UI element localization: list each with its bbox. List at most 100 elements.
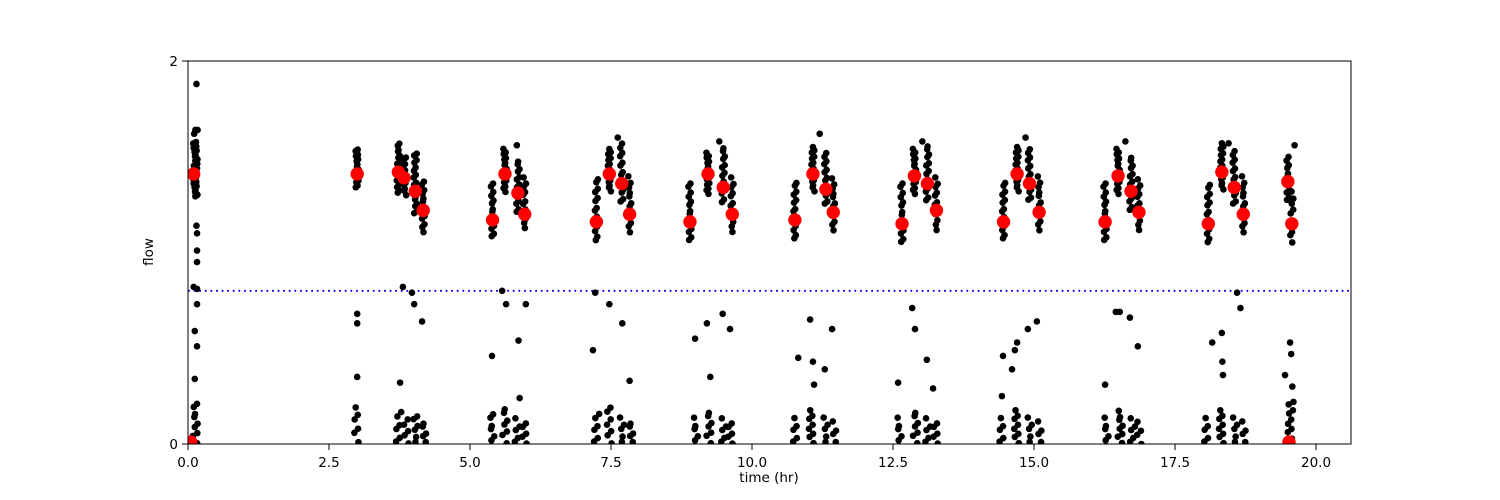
data-point — [1136, 182, 1144, 189]
data-point — [1219, 358, 1226, 365]
data-point — [489, 180, 497, 187]
mean-point — [716, 180, 730, 195]
data-point — [828, 325, 836, 333]
data-point — [933, 430, 941, 437]
data-point — [706, 373, 714, 381]
data-point — [193, 222, 200, 229]
data-point — [1102, 422, 1110, 430]
mean-point — [602, 167, 617, 181]
data-point — [489, 411, 497, 418]
x-axis-label: time (hr) — [739, 470, 798, 486]
data-point — [707, 429, 715, 437]
data-point — [1205, 235, 1213, 243]
data-point — [603, 421, 611, 428]
data-point — [503, 428, 511, 435]
data-point — [820, 414, 827, 421]
data-point — [396, 379, 404, 387]
mean-point — [498, 167, 512, 181]
data-point — [619, 433, 626, 440]
y-axis: 02 — [169, 54, 188, 453]
data-point — [933, 420, 941, 427]
data-point — [1126, 314, 1134, 321]
data-point — [822, 149, 830, 157]
mean-point — [1010, 167, 1024, 181]
data-point — [594, 434, 602, 442]
data-point — [1024, 325, 1032, 333]
x-tick-label: 2.5 — [318, 455, 339, 471]
data-point — [1026, 145, 1034, 153]
mean-point — [996, 215, 1011, 229]
data-point — [1128, 178, 1136, 185]
data-point — [1015, 439, 1023, 444]
data-point — [909, 145, 917, 153]
data-point — [908, 304, 916, 312]
mean-point — [895, 217, 909, 231]
data-point — [809, 421, 816, 429]
mean-point — [701, 167, 715, 181]
data-point — [1129, 170, 1136, 178]
data-point — [933, 226, 940, 234]
data-point — [394, 413, 401, 420]
data-point — [809, 143, 817, 151]
data-point — [830, 181, 838, 188]
y-tick-label: 0 — [169, 437, 178, 453]
data-point — [806, 316, 814, 323]
data-point — [614, 134, 622, 141]
data-point — [193, 247, 201, 254]
mean-point — [1032, 205, 1046, 219]
data-point — [1290, 398, 1297, 406]
data-point — [619, 159, 626, 167]
mean-point — [188, 435, 198, 444]
data-point — [404, 427, 412, 435]
data-point — [503, 439, 510, 444]
data-point — [1204, 434, 1212, 442]
data-point — [1036, 179, 1044, 187]
data-point — [914, 429, 921, 437]
data-point — [191, 327, 199, 335]
data-point — [593, 204, 600, 212]
data-point — [354, 146, 361, 153]
data-point — [1216, 406, 1224, 414]
mean-point — [188, 167, 201, 181]
data-point — [911, 409, 919, 417]
mean-point — [1285, 217, 1299, 231]
data-point — [193, 258, 201, 266]
data-point — [1102, 189, 1110, 196]
data-point — [620, 421, 628, 429]
data-point — [809, 358, 817, 365]
mean-point — [485, 213, 500, 227]
data-point — [1118, 439, 1126, 444]
data-point — [191, 375, 199, 383]
data-point — [1014, 412, 1021, 420]
data-point — [933, 189, 941, 196]
data-point — [716, 138, 723, 145]
data-point — [1218, 329, 1226, 337]
data-point — [1102, 198, 1110, 206]
data-point — [1225, 140, 1232, 147]
data-point — [705, 409, 713, 417]
data-point — [593, 233, 601, 240]
data-point — [792, 231, 800, 239]
data-point — [1127, 154, 1135, 162]
data-point — [1289, 406, 1297, 414]
data-point — [1232, 433, 1239, 440]
data-point — [522, 180, 530, 187]
data-point — [1000, 205, 1008, 213]
mean-point — [1215, 165, 1229, 179]
data-point — [1033, 318, 1041, 325]
data-point — [490, 433, 498, 440]
data-point — [502, 300, 510, 308]
data-point — [191, 410, 199, 418]
data-point — [718, 415, 726, 422]
data-point — [1288, 239, 1296, 246]
y-axis-label: flow — [141, 238, 157, 266]
data-point — [421, 220, 428, 228]
data-point — [408, 289, 416, 297]
data-point — [721, 169, 728, 177]
data-point — [894, 379, 902, 387]
data-point — [1027, 194, 1035, 201]
data-point — [513, 141, 521, 149]
data-point — [616, 414, 624, 421]
mean-point — [416, 203, 430, 218]
